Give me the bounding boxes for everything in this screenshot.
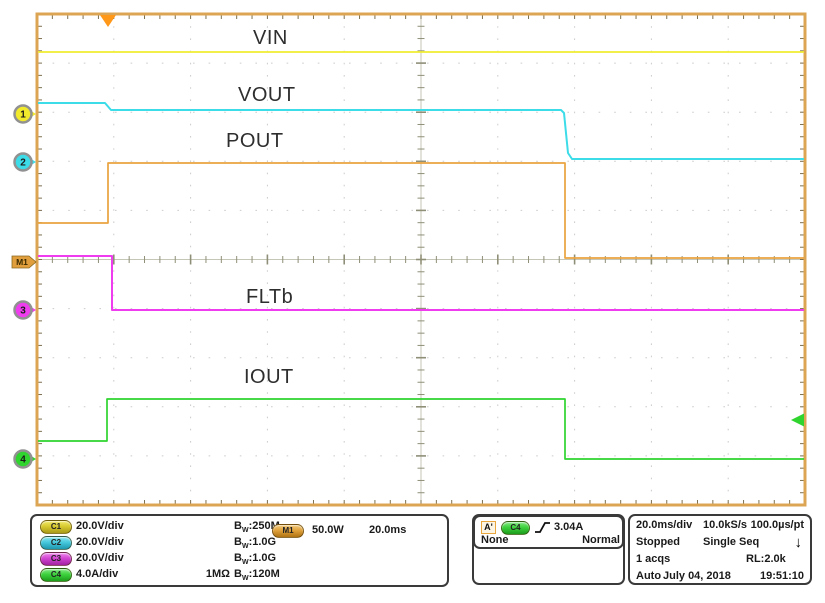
math-scale[interactable]: 50.0W — [312, 524, 344, 536]
channel-bandwidth[interactable]: BW:1.0G — [234, 536, 277, 551]
channel-badge-c2[interactable]: C2 — [40, 536, 72, 550]
channel-badge-c1[interactable]: C1 — [40, 520, 72, 534]
trigger-holdoff[interactable]: None — [481, 534, 509, 546]
sample-rate: 10.0kS/s — [703, 519, 748, 531]
waveform-trace-iout[interactable] — [38, 398, 804, 460]
acq-row-timebase: 20.0ms/div 10.0kS/s 100.0µs/pt — [636, 519, 804, 533]
trigger-settings-panel[interactable]: A' C4 3.04A None Normal — [473, 515, 624, 549]
channels-readout-box: C1 20.0V/div BW:250M M1 50.0W 20.0ms C2 … — [30, 514, 449, 587]
acq-row-state: Stopped Single Seq ↓ — [636, 534, 804, 551]
channel-scale[interactable]: 20.0V/div — [76, 536, 124, 548]
single-seq-arrow-icon: ↓ — [794, 534, 803, 551]
waveform-label-vout: VOUT — [238, 84, 296, 106]
channel-row-c2: C2 20.0V/div BW:1.0G — [32, 536, 447, 550]
channel-position-marker[interactable] — [13, 104, 33, 124]
waveform-trace-vout[interactable] — [38, 102, 804, 160]
acq-count: 1 acqs — [636, 553, 671, 565]
channel-badge-c3[interactable]: C3 — [40, 552, 72, 566]
run-state: Stopped — [636, 536, 680, 548]
acq-row-count: 1 acqs RL:2.0k — [636, 553, 804, 567]
channel-row-c1: C1 20.0V/div BW:250M M1 50.0W 20.0ms — [32, 520, 447, 538]
channel-position-marker[interactable] — [13, 449, 33, 469]
channel-bandwidth[interactable]: BW:250M — [234, 520, 280, 535]
waveform-label-vin: VIN — [253, 27, 288, 49]
channel-bandwidth[interactable]: BW:120M — [234, 568, 280, 583]
math-timebase[interactable]: 20.0ms — [369, 524, 407, 536]
trigger-level-value[interactable]: 3.04A — [554, 521, 584, 533]
channel-bandwidth[interactable]: BW:1.0G — [234, 552, 277, 567]
math-position-marker[interactable] — [11, 255, 37, 269]
trigger-row-secondary: None Normal — [481, 534, 620, 547]
trigger-mode-label: Auto — [636, 570, 662, 582]
math-marker-label: M1 — [16, 257, 28, 267]
time-label: 19:51:10 — [759, 570, 804, 582]
rising-edge-icon — [535, 522, 550, 533]
trigger-row-main: A' C4 3.04A — [481, 520, 621, 535]
waveform-label-fltb: FLTb — [246, 286, 294, 308]
channel-impedance[interactable]: 1MΩ — [205, 568, 230, 580]
waveform-label-pout: POUT — [226, 130, 284, 152]
trigger-mode[interactable]: Normal — [582, 534, 620, 546]
acq-mode: Single Seq — [703, 536, 760, 548]
channel-marker-label: 1 — [20, 110, 26, 121]
channel-position-marker[interactable] — [13, 152, 33, 172]
channel-marker-label: 2 — [20, 158, 26, 169]
graticule-frame — [35, 12, 807, 507]
channel-scale[interactable]: 20.0V/div — [76, 552, 124, 564]
channel-position-marker[interactable] — [13, 300, 33, 320]
resolution: 100.0µs/pt — [750, 519, 804, 531]
waveform-trace-fltb[interactable] — [38, 255, 804, 311]
date-label: July 04, 2018 — [663, 570, 731, 582]
channel-scale[interactable]: 4.0A/div — [76, 568, 119, 580]
acq-row-datetime: Auto July 04, 2018 19:51:10 — [636, 570, 804, 584]
math-badge-m1[interactable]: M1 — [272, 524, 304, 538]
timebase-value: 20.0ms/div — [636, 519, 693, 531]
channel-badge-c4[interactable]: C4 — [40, 568, 72, 582]
trigger-a-badge[interactable]: A' — [481, 521, 496, 534]
waveform-trace-pout[interactable] — [38, 162, 804, 259]
acquisition-readout-box[interactable]: 20.0ms/div 10.0kS/s 100.0µs/pt Stopped S… — [628, 514, 812, 585]
record-length: RL:2.0k — [746, 553, 786, 565]
channel-marker-label: 4 — [20, 455, 26, 466]
trigger-position-icon[interactable] — [100, 15, 116, 27]
trigger-level-arrow-icon[interactable] — [791, 413, 804, 427]
channel-row-c3: C3 20.0V/div BW:1.0G — [32, 552, 447, 566]
waveform-label-iout: IOUT — [244, 366, 294, 388]
channel-scale[interactable]: 20.0V/div — [76, 520, 124, 532]
channel-marker-label: 3 — [20, 306, 26, 317]
channel-row-c4: C4 4.0A/div 1MΩ BW:120M — [32, 568, 447, 582]
trigger-readout-box: A' C4 3.04A None Normal — [472, 514, 625, 585]
trigger-source-badge[interactable]: C4 — [501, 521, 530, 535]
